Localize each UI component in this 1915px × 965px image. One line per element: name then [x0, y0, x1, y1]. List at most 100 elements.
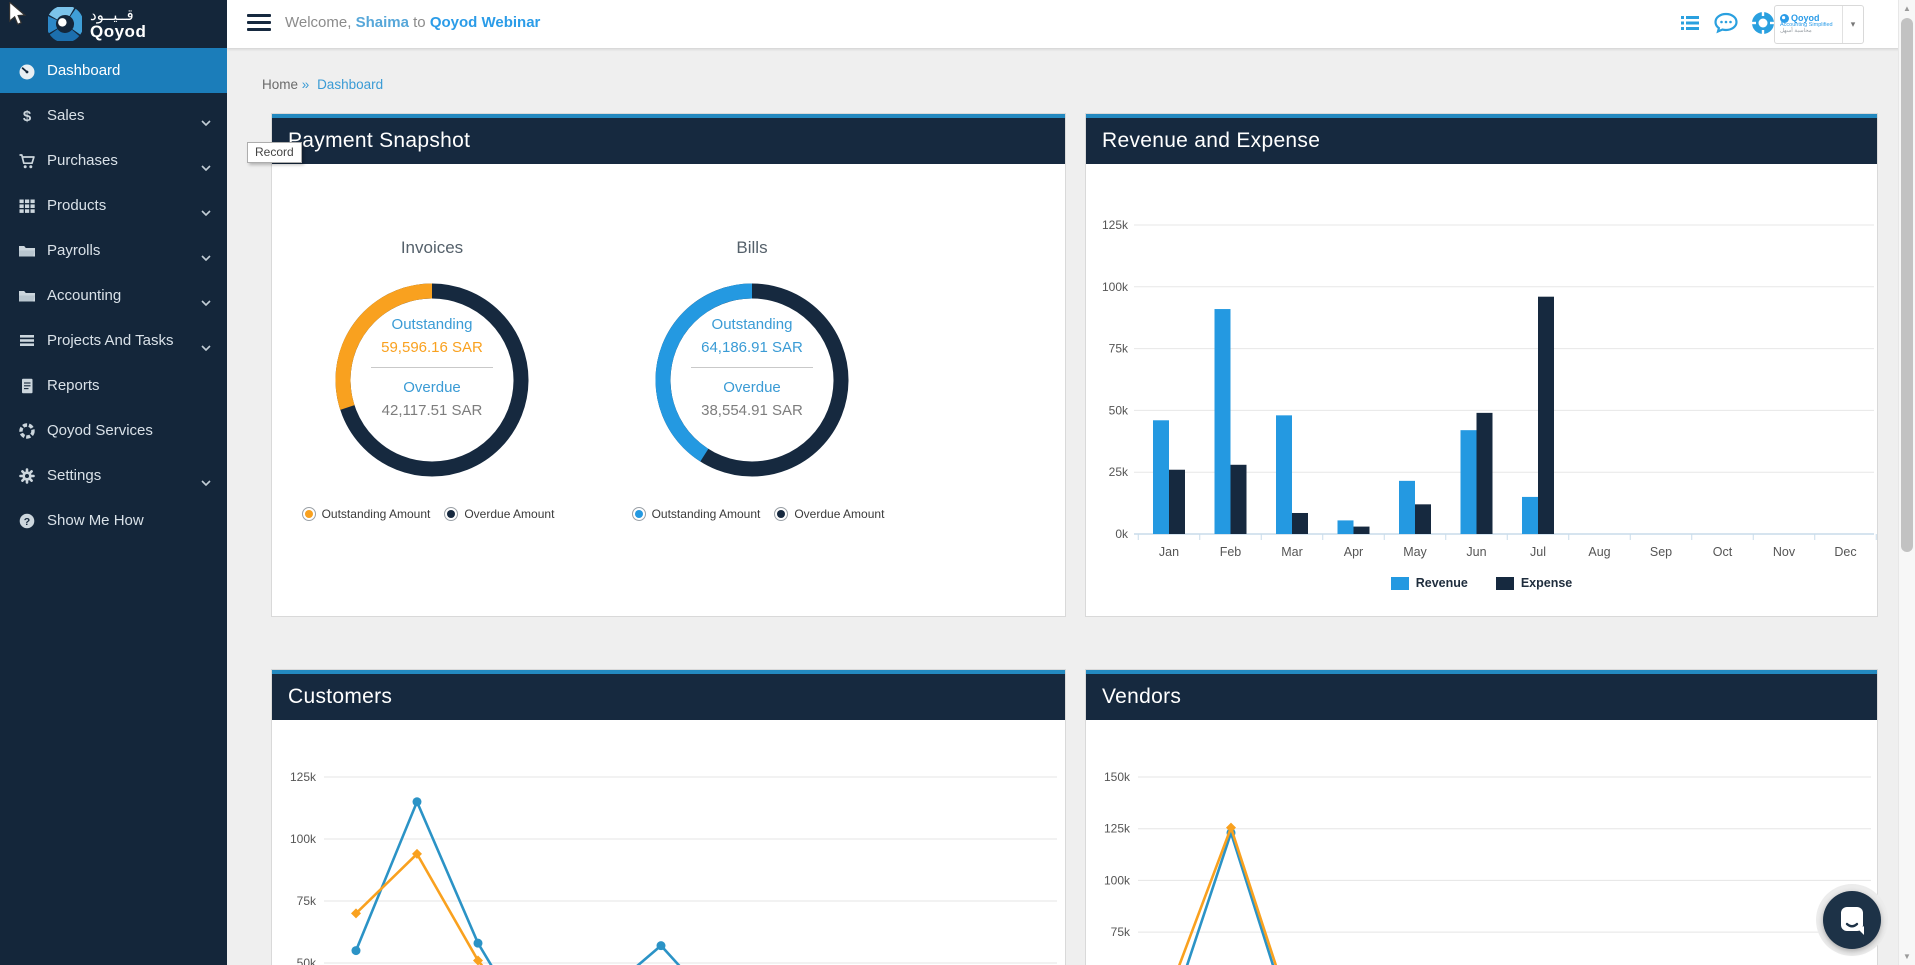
hamburger-menu-icon[interactable]: [247, 14, 271, 32]
expense-legend-item[interactable]: Expense: [1495, 576, 1573, 590]
y-tick-label: 75k: [297, 894, 317, 908]
breadcrumb-home[interactable]: Home: [262, 77, 299, 92]
line-series: [1185, 828, 1275, 965]
scrollbar-thumb[interactable]: [1901, 18, 1913, 552]
legend-label: Expense: [1520, 576, 1573, 590]
workspace-name-link[interactable]: Qoyod Webinar: [429, 14, 541, 31]
vendors-line-chart[interactable]: 150k 125k 100k 75k: [1086, 720, 1877, 965]
x-tick-label: Mar: [1281, 545, 1303, 559]
revenue-expense-header: Revenue and Expense: [1086, 114, 1877, 164]
chat-bubble-icon: [1841, 907, 1864, 935]
sidebar-item-label: Purchases: [47, 152, 118, 169]
bar-revenue: [1399, 480, 1415, 534]
revenue-swatch: [1390, 576, 1409, 590]
payment-snapshot-header: Payment Snapshot: [272, 114, 1065, 164]
bar-expense: [1353, 526, 1370, 534]
sidebar-item-reports[interactable]: Reports: [0, 363, 227, 408]
bar-revenue: [1522, 496, 1538, 534]
invoices-donut-chart[interactable]: [322, 270, 542, 490]
vertical-scrollbar[interactable]: ▲ ▼: [1898, 0, 1915, 965]
y-tick-label: 150k: [1104, 770, 1131, 784]
bills-donut-chart[interactable]: [642, 270, 862, 490]
list-icon[interactable]: [1677, 10, 1703, 41]
customers-header: Customers: [272, 670, 1065, 720]
x-tick-label: Oct: [1713, 545, 1733, 559]
y-tick-label: 100k: [1104, 873, 1131, 887]
bills-donut-title: Bills: [736, 238, 768, 257]
bar-expense: [1415, 504, 1431, 534]
legend-label: Revenue: [1415, 576, 1468, 590]
sidebar-item-label: Qoyod Services: [47, 422, 153, 439]
marker-circle: [656, 941, 666, 951]
sidebar-item-dashboard[interactable]: Dashboard: [0, 48, 227, 93]
sidebar-item-payrolls[interactable]: Payrolls: [0, 228, 227, 273]
y-tick-label: 50k: [297, 956, 317, 965]
legend-label: Outstanding Amount: [651, 507, 761, 521]
sidebar-item-projects-and-tasks[interactable]: Projects And Tasks: [0, 318, 227, 363]
card-title: Vendors: [1102, 685, 1182, 708]
bills-donut-center-text: Outstanding 64,186.91 SAR Overdue 38,554…: [642, 270, 862, 490]
qoyod-logo[interactable]: قــيــود Qoyod: [0, 0, 227, 48]
marker-diamond: [1226, 822, 1236, 833]
line-series: [1178, 823, 1278, 965]
sidebar-item-sales[interactable]: $ Sales: [0, 93, 227, 138]
chevron-down-icon: [201, 338, 211, 356]
invoices-legend: Outstanding Amount Overdue Amount: [272, 507, 592, 521]
overdue-legend-dot[interactable]: [774, 507, 789, 521]
scrollbar-down-arrow[interactable]: ▼: [1903, 952, 1911, 961]
breadcrumb-current[interactable]: Dashboard: [317, 77, 384, 92]
account-badge[interactable]: Qoyod Accounting Simplified محاسبة أسهل …: [1774, 5, 1864, 44]
sidebar-item-settings[interactable]: Settings: [0, 453, 227, 498]
chat-icon[interactable]: [1712, 10, 1740, 41]
overdue-value: 42,117.51 SAR: [381, 402, 483, 419]
support-lifebuoy-icon[interactable]: [1749, 9, 1777, 42]
bar-revenue: [1153, 420, 1169, 534]
card-title: Revenue and Expense: [1102, 129, 1321, 152]
overdue-legend-dot[interactable]: [444, 507, 459, 521]
sidebar-item-show-me-how[interactable]: ? Show Me How: [0, 498, 227, 543]
marker-circle: [351, 946, 361, 956]
bills-legend: Outstanding Amount Overdue Amount: [602, 507, 922, 521]
outstanding-legend-dot[interactable]: [631, 507, 646, 521]
invoices-donut[interactable]: Outstanding 59,596.16 SAR Overdue 42,117…: [322, 270, 542, 490]
x-tick-label: Nov: [1773, 545, 1796, 559]
x-tick-label: May: [1403, 545, 1427, 559]
card-title: Customers: [288, 685, 393, 708]
projects-icon: [16, 331, 38, 351]
line-series: [355, 851, 484, 965]
sidebar-item-label: Sales: [47, 107, 85, 124]
outstanding-legend-dot[interactable]: [301, 507, 316, 521]
invoices-donut-title: Invoices: [400, 238, 464, 257]
x-tick-label: Jun: [1466, 545, 1486, 559]
y-tick-label: 100k: [290, 832, 317, 846]
x-tick-label: Feb: [1220, 545, 1242, 559]
svg-text:?: ?: [24, 516, 30, 528]
chat-launcher-button[interactable]: [1816, 884, 1888, 956]
qoyod-services-icon: [16, 421, 38, 441]
overdue-label: Overdue: [403, 379, 461, 396]
outstanding-label: Outstanding: [391, 316, 473, 333]
overdue-value: 38,554.91 SAR: [701, 402, 803, 419]
record-tooltip: Record: [247, 142, 302, 163]
scrollbar-up-arrow[interactable]: ▲: [1903, 4, 1911, 13]
breadcrumb-separator: »: [301, 77, 310, 92]
bar-revenue: [1276, 415, 1292, 534]
revenue-expense-bar-chart[interactable]: 0k 25k 50k 75k 100k 125k Jan Feb Mar Apr May Jun Jul…: [1086, 164, 1877, 569]
y-tick-label: 75k: [1109, 342, 1129, 356]
badge-caret-icon[interactable]: ▾: [1842, 6, 1863, 43]
customers-card: Customers 125k 100k 75k 50k: [271, 669, 1066, 965]
marker-diamond: [351, 908, 361, 919]
bills-donut[interactable]: Outstanding 64,186.91 SAR Overdue 38,554…: [642, 270, 862, 490]
revenue-expense-legend: Revenue Expense: [1086, 576, 1877, 590]
sidebar-item-purchases[interactable]: Purchases: [0, 138, 227, 183]
sidebar-item-accounting[interactable]: Accounting: [0, 273, 227, 318]
customers-line-chart[interactable]: 125k 100k 75k 50k: [272, 720, 1065, 965]
bar-revenue: [1337, 520, 1354, 534]
bar-expense: [1476, 412, 1493, 534]
sidebar-item-label: Payrolls: [47, 242, 101, 259]
accounting-icon: [16, 286, 38, 306]
revenue-legend-item[interactable]: Revenue: [1390, 576, 1468, 590]
sidebar-item-products[interactable]: Products: [0, 183, 227, 228]
sidebar-item-qoyod-services[interactable]: Qoyod Services: [0, 408, 227, 453]
